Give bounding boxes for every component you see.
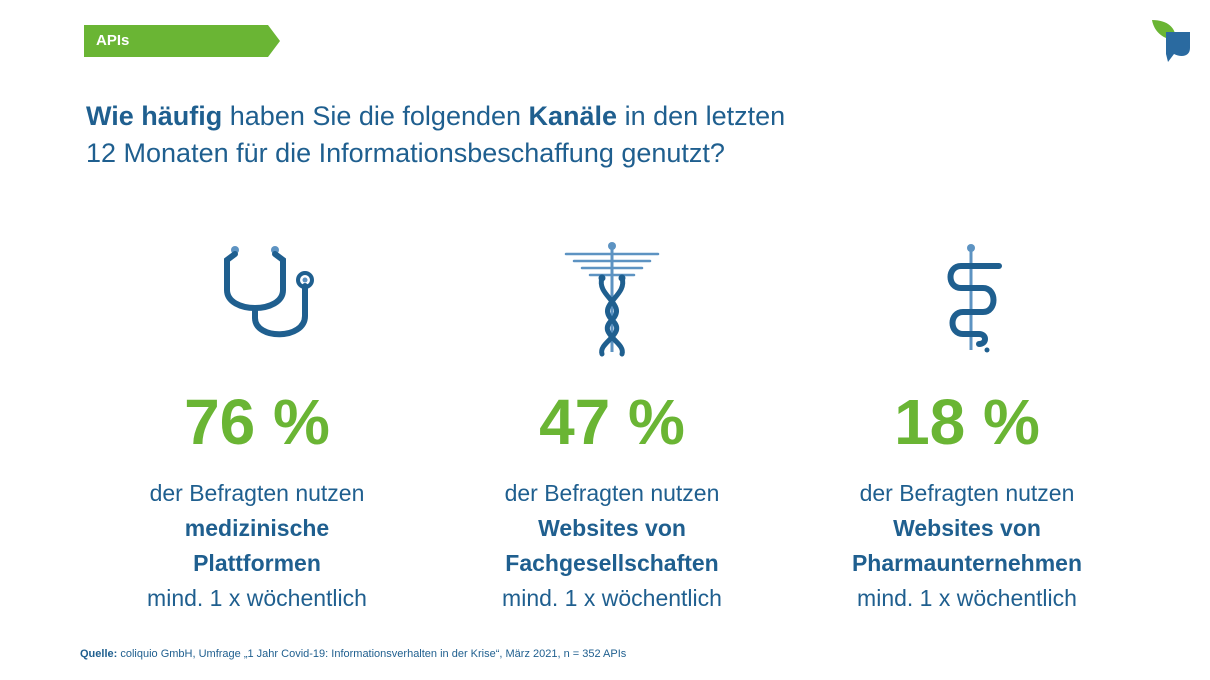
stat-percent: 76 % — [184, 386, 330, 458]
stat-text: der Befragten nutzen — [504, 480, 720, 506]
page-title: Wie häufig haben Sie die folgenden Kanäl… — [86, 101, 786, 168]
stat-channel: Plattformen — [193, 550, 321, 576]
stat-text: der Befragten nutzen — [149, 480, 365, 506]
stat-pharma-websites: 18 % der Befragten nutzen Websites von P… — [802, 240, 1132, 616]
stat-channel: medizinische — [184, 515, 330, 541]
stat-text: der Befragten nutzen — [859, 480, 1075, 506]
stat-channel: Websites von — [538, 515, 686, 541]
stat-medical-platforms: 76 % der Befragten nutzen medizinische P… — [92, 240, 422, 616]
stat-frequency: mind. 1 x wöchentlich — [147, 585, 367, 611]
stat-channel: Websites von — [893, 515, 1041, 541]
stat-frequency: mind. 1 x wöchentlich — [502, 585, 722, 611]
stethoscope-icon — [224, 246, 314, 338]
stat-percent: 18 % — [894, 386, 1040, 458]
caduceus-icon — [564, 242, 660, 357]
rod-of-asclepius-icon — [947, 244, 1002, 353]
section-tag: APIs — [84, 25, 280, 57]
stat-frequency: mind. 1 x wöchentlich — [857, 585, 1077, 611]
stat-channel: Fachgesellschaften — [505, 550, 719, 576]
stat-percent: 47 % — [539, 386, 685, 458]
source-note: Quelle: coliquio GmbH, Umfrage „1 Jahr C… — [80, 648, 627, 660]
stat-channel: Pharmaunternehmen — [851, 550, 1083, 576]
stat-society-websites: 47 % der Befragten nutzen Websites von F… — [447, 240, 777, 616]
brand-logo-icon — [1152, 20, 1190, 62]
